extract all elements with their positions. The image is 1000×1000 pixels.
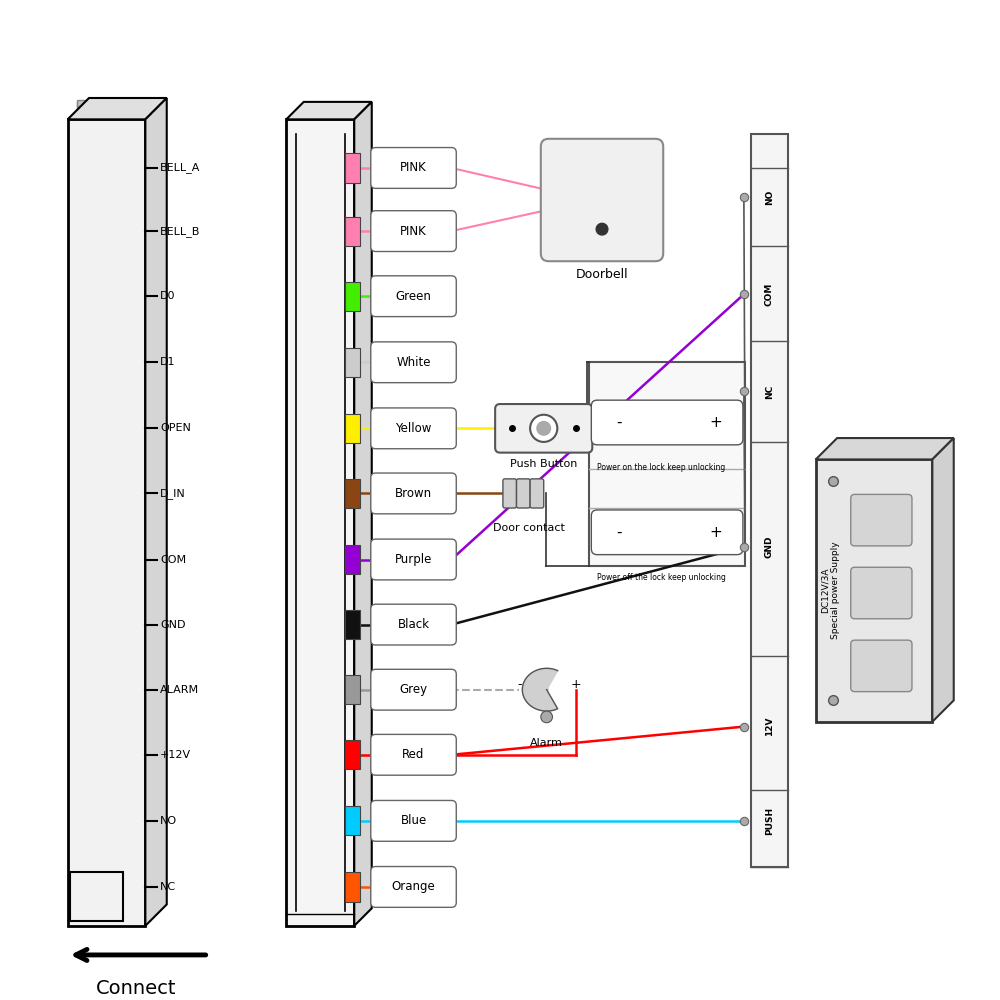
Text: OPEN: OPEN: [160, 423, 191, 433]
Polygon shape: [932, 438, 954, 722]
FancyBboxPatch shape: [345, 217, 360, 246]
FancyBboxPatch shape: [345, 348, 360, 377]
Circle shape: [541, 711, 552, 723]
FancyBboxPatch shape: [495, 404, 592, 453]
Text: Yellow: Yellow: [395, 422, 432, 435]
FancyBboxPatch shape: [345, 479, 360, 508]
Polygon shape: [816, 438, 954, 459]
Text: Doorbell: Doorbell: [576, 268, 628, 281]
FancyBboxPatch shape: [77, 102, 114, 115]
Text: Power on the lock keep unlocking: Power on the lock keep unlocking: [597, 463, 725, 472]
FancyBboxPatch shape: [503, 479, 517, 508]
FancyBboxPatch shape: [286, 119, 354, 926]
FancyBboxPatch shape: [535, 672, 547, 707]
Text: -: -: [616, 525, 621, 540]
FancyBboxPatch shape: [851, 494, 912, 546]
Text: +12V: +12V: [160, 750, 191, 760]
Text: +: +: [709, 525, 722, 540]
FancyBboxPatch shape: [517, 479, 530, 508]
Text: Brown: Brown: [395, 487, 432, 500]
FancyBboxPatch shape: [345, 414, 360, 443]
FancyBboxPatch shape: [345, 282, 360, 311]
FancyBboxPatch shape: [589, 362, 745, 566]
FancyBboxPatch shape: [371, 734, 456, 775]
Text: Black: Black: [398, 618, 430, 631]
FancyBboxPatch shape: [68, 119, 145, 926]
Circle shape: [530, 415, 557, 442]
Text: +: +: [709, 415, 722, 430]
Text: NC: NC: [160, 882, 176, 892]
Text: 12V: 12V: [765, 717, 774, 736]
FancyBboxPatch shape: [591, 510, 743, 555]
FancyBboxPatch shape: [77, 100, 114, 106]
Text: BELL_B: BELL_B: [160, 226, 200, 237]
FancyBboxPatch shape: [70, 872, 123, 921]
Text: Purple: Purple: [395, 553, 432, 566]
FancyBboxPatch shape: [371, 342, 456, 383]
Text: D0: D0: [160, 291, 175, 301]
Text: Blue: Blue: [400, 814, 427, 827]
Text: D1: D1: [160, 357, 175, 367]
FancyBboxPatch shape: [371, 539, 456, 580]
FancyBboxPatch shape: [851, 567, 912, 619]
Polygon shape: [68, 98, 167, 119]
Text: NC: NC: [765, 384, 774, 399]
FancyBboxPatch shape: [816, 459, 932, 722]
FancyBboxPatch shape: [851, 640, 912, 692]
FancyBboxPatch shape: [371, 800, 456, 841]
Text: PINK: PINK: [400, 225, 427, 238]
FancyBboxPatch shape: [751, 134, 788, 867]
FancyBboxPatch shape: [345, 872, 360, 902]
FancyBboxPatch shape: [371, 669, 456, 710]
FancyBboxPatch shape: [371, 473, 456, 514]
Polygon shape: [354, 102, 372, 926]
Text: Connect: Connect: [95, 979, 176, 998]
FancyBboxPatch shape: [345, 545, 360, 574]
FancyBboxPatch shape: [371, 867, 456, 907]
Text: DC12V/3A
Special power Supply: DC12V/3A Special power Supply: [821, 542, 840, 639]
Text: Alarm: Alarm: [530, 738, 563, 748]
Text: ALARM: ALARM: [160, 685, 199, 695]
FancyBboxPatch shape: [371, 276, 456, 317]
FancyBboxPatch shape: [591, 400, 743, 445]
Text: -: -: [517, 678, 522, 691]
Text: +: +: [570, 678, 581, 691]
Text: Orange: Orange: [392, 880, 435, 893]
Text: BELL_A: BELL_A: [160, 162, 200, 173]
Text: NO: NO: [765, 189, 774, 205]
FancyBboxPatch shape: [541, 139, 663, 261]
FancyBboxPatch shape: [345, 740, 360, 769]
Text: COM: COM: [160, 555, 186, 565]
Text: PINK: PINK: [400, 161, 427, 174]
Text: GND: GND: [160, 620, 185, 630]
Text: COM: COM: [765, 283, 774, 306]
FancyBboxPatch shape: [345, 153, 360, 183]
FancyBboxPatch shape: [345, 610, 360, 639]
Polygon shape: [145, 98, 167, 926]
Polygon shape: [286, 102, 372, 119]
FancyBboxPatch shape: [371, 408, 456, 449]
FancyBboxPatch shape: [345, 675, 360, 704]
Text: NO: NO: [160, 816, 177, 826]
Text: Door contact: Door contact: [493, 523, 565, 533]
Text: D_IN: D_IN: [160, 488, 186, 499]
Text: Red: Red: [402, 748, 425, 761]
Text: GND: GND: [765, 536, 774, 558]
Text: -: -: [616, 415, 621, 430]
Circle shape: [537, 422, 551, 435]
FancyBboxPatch shape: [371, 604, 456, 645]
FancyBboxPatch shape: [371, 211, 456, 252]
FancyBboxPatch shape: [530, 479, 544, 508]
Polygon shape: [522, 668, 558, 711]
Text: Power off the lock keep unlocking: Power off the lock keep unlocking: [597, 573, 726, 582]
FancyBboxPatch shape: [371, 148, 456, 188]
Text: White: White: [396, 356, 431, 369]
Text: Green: Green: [396, 290, 431, 303]
Text: Grey: Grey: [399, 683, 428, 696]
Text: PUSH: PUSH: [765, 807, 774, 835]
Text: Push Button: Push Button: [510, 459, 577, 469]
FancyBboxPatch shape: [345, 806, 360, 835]
Circle shape: [596, 223, 608, 235]
